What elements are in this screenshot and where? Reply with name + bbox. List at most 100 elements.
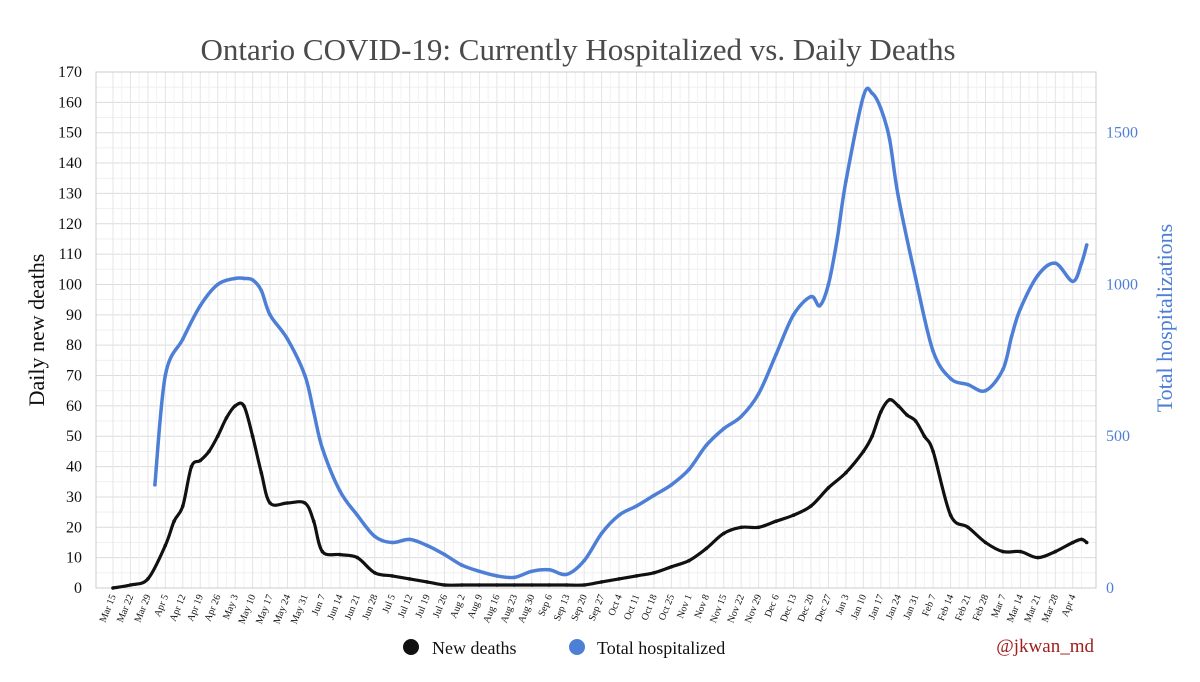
data-point-total-hospitalized [198,303,203,308]
x-tick-label: Jan 31 [902,593,922,621]
data-point-total-hospitalized [617,513,621,517]
legend-marker-total-hospitalized [569,639,585,655]
data-point-total-hospitalized [913,276,918,281]
data-point-total-hospitalized [983,388,988,393]
data-point-total-hospitalized [870,91,874,95]
y-tick-label: 80 [66,337,82,354]
y2-axis-label: Total hospitalizations [1152,224,1177,412]
y-axis-label: Daily new deaths [24,254,49,407]
data-point-new-deaths [722,531,726,536]
data-point-new-deaths [791,513,796,517]
data-point-total-hospitalized [1084,243,1089,247]
x-tick-label: Sep 27 [587,593,608,623]
data-point-total-hospitalized [442,552,447,557]
data-point-new-deaths [870,434,874,439]
x-tick-label: Feb 7 [920,593,939,618]
y2-tick-label: 0 [1106,580,1114,597]
data-point-new-deaths [983,540,988,545]
x-tick-label: Jun 28 [360,593,380,622]
data-point-new-deaths [704,546,709,551]
data-point-total-hospitalized [373,534,377,539]
y-tick-label: 110 [59,246,82,263]
x-tick-label: Jan 3 [834,593,852,616]
data-point-new-deaths [172,519,176,523]
data-point-new-deaths [268,501,272,505]
plot-frame [95,71,1097,589]
y-tick-label: 170 [58,64,82,81]
data-point-new-deaths [128,583,133,587]
data-point-new-deaths [887,398,892,402]
data-point-new-deaths [311,519,316,523]
y-tick-label: 0 [74,580,82,597]
credit-handle: @jkwan_md [996,636,1094,657]
data-point-new-deaths [320,549,325,554]
data-point-total-hospitalized [844,179,848,184]
data-point-new-deaths [547,583,552,587]
data-point-new-deaths [1084,540,1089,545]
data-point-new-deaths [905,413,909,417]
data-point-new-deaths [224,416,229,420]
x-tick-label: Apr 5 [152,593,171,619]
y-tick-label: 30 [66,489,82,506]
data-point-new-deaths [739,525,743,530]
y-tick-label: 90 [66,307,82,324]
data-point-total-hospitalized [669,483,674,487]
series-lines [111,86,1089,590]
data-point-total-hospitalized [512,575,517,580]
data-point-new-deaths [181,504,185,508]
data-point-new-deaths [242,404,246,408]
grid [96,71,1096,589]
data-point-total-hospitalized [1053,261,1058,266]
data-point-total-hospitalized [530,569,534,574]
data-point-total-hospitalized [1001,367,1005,372]
data-point-new-deaths [1036,555,1040,560]
data-point-new-deaths [922,434,927,439]
data-point-new-deaths [931,449,935,454]
y2-tick-label: 500 [1106,428,1130,445]
data-point-new-deaths [285,501,290,505]
data-point-new-deaths [259,470,264,475]
data-point-new-deaths [442,583,447,587]
data-point-new-deaths [1001,549,1005,554]
data-point-new-deaths [861,449,866,454]
data-point-total-hospitalized [879,106,883,111]
legend-marker-new-deaths [403,639,419,655]
data-point-total-hospitalized [215,282,220,287]
data-point-total-hospitalized [181,337,185,341]
data-point-total-hospitalized [547,568,552,572]
data-point-new-deaths [844,470,848,475]
data-point-total-hospitalized [582,558,586,563]
data-point-new-deaths [163,543,168,548]
data-point-total-hospitalized [303,373,307,378]
y-tick-label: 120 [58,216,82,233]
legend: New deaths Total hospitalized [403,638,725,658]
data-point-total-hospitalized [477,569,482,574]
data-point-total-hospitalized [259,288,264,293]
data-point-total-hospitalized [250,278,255,282]
y-tick-label: 40 [66,459,82,476]
data-point-new-deaths [913,419,918,423]
y-tick-label: 20 [66,519,82,536]
data-point-total-hospitalized [390,540,395,545]
data-point-total-hospitalized [887,137,892,141]
data-point-new-deaths [338,552,342,557]
data-point-total-hospitalized [1071,279,1075,284]
data-point-new-deaths [756,525,761,530]
data-point-total-hospitalized [652,493,656,498]
data-point-new-deaths [948,513,953,517]
data-point-new-deaths [460,583,464,587]
data-point-new-deaths [826,486,831,490]
data-point-total-hospitalized [756,391,761,396]
data-point-total-hospitalized [355,513,360,517]
data-point-total-hospitalized [896,194,901,199]
data-point-new-deaths [303,501,307,505]
data-point-total-hospitalized [425,543,429,548]
data-point-new-deaths [564,583,569,587]
x-tick-label: Dec 6 [763,593,782,619]
data-point-new-deaths [652,571,656,575]
data-point-total-hospitalized [163,373,168,378]
data-point-new-deaths [669,565,674,569]
data-point-total-hospitalized [809,294,813,299]
data-point-total-hospitalized [739,414,743,419]
